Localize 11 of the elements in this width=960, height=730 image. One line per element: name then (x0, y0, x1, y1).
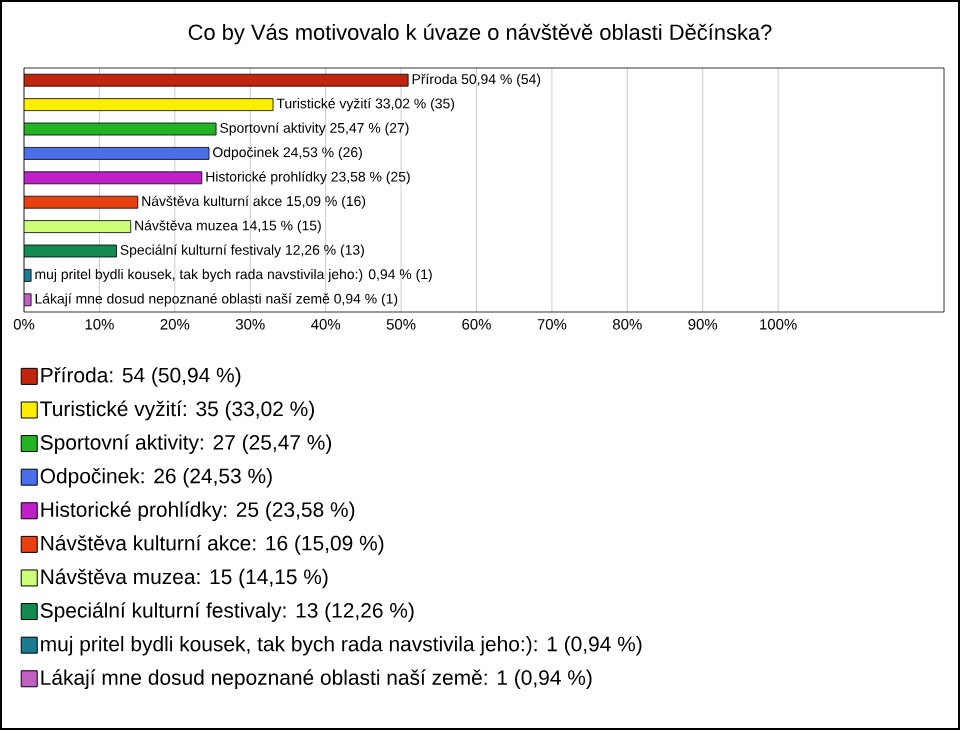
legend-label: Lákají mne dosud nepoznané oblasti naší země: 1 (0,94 %) (41, 669, 592, 690)
legend-label: Turistické vyžití: 35 (33,02 %) (40, 400, 314, 421)
legend-label: Speciální kulturní festivaly: 13 (12,26 %) (40, 602, 414, 622)
legend-label: Návštěva kulturní akce: 16 (15,09 %) (41, 534, 384, 555)
legend-label: Příroda: 54 (50,94 %) (41, 366, 241, 387)
legend-label: muj pritel bydli kousek, tak bych rada navstivila jeho:): 1 (0,94 %) (41, 636, 642, 656)
legend-label: Návštěva muzea: 15 (14,15 %) (41, 568, 328, 589)
legend-label: Odpočinek: 26 (24,53 %) (40, 467, 272, 488)
legend-label: Historické prohlídky: 25 (23,58 %) (41, 501, 355, 522)
chart-title: Co by Vás motivovalo k úvaze o návštěvě oblasti Děčínska? (188, 23, 772, 45)
legend-label: Sportovní aktivity: 27 (25,47 %) (40, 434, 332, 454)
